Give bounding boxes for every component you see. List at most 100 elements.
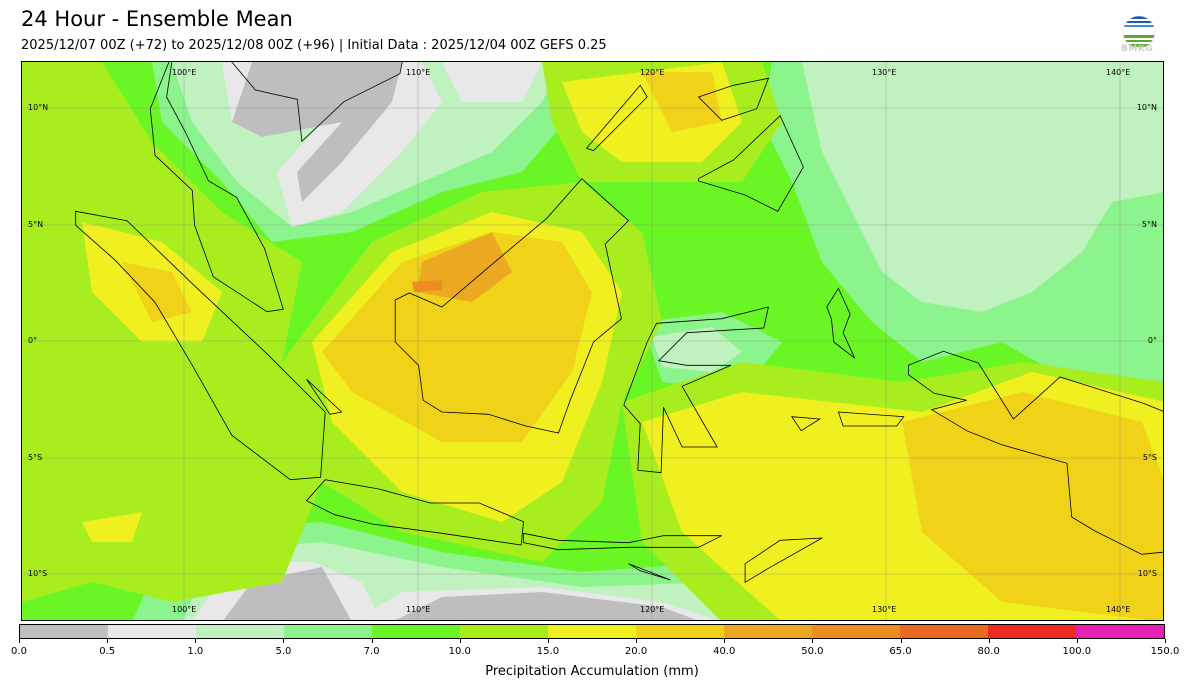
field-1-5 xyxy=(802,62,1163,312)
lon-label-top: 120°E xyxy=(640,68,665,77)
colorbar-tick xyxy=(459,639,461,643)
colorbar-segment xyxy=(988,625,1076,638)
lat-label-left: 0° xyxy=(28,336,38,345)
coastline-bangka xyxy=(306,379,343,415)
precipitation-map: 100°E 110°E 120°E 130°E 140°E 100°E 110°… xyxy=(21,61,1164,621)
gridlines xyxy=(22,62,1163,620)
colorbar-tick xyxy=(107,639,109,643)
colorbar-tick xyxy=(1165,639,1166,643)
colorbar-segment xyxy=(636,625,724,638)
coastline-borneo xyxy=(394,178,630,434)
colorbar-tick-label: 100.0 xyxy=(1062,646,1092,657)
coastline-malay-peninsula xyxy=(149,62,284,313)
colorbar-tick xyxy=(812,639,814,643)
colorbar-segment xyxy=(1076,625,1164,638)
field-15-20 xyxy=(82,512,142,542)
lon-label-bottom: 120°E xyxy=(640,605,665,614)
lon-label-top: 100°E xyxy=(172,68,197,77)
field-20-40 xyxy=(322,232,592,442)
colorbar-tick xyxy=(988,639,990,643)
colorbar-segment xyxy=(900,625,988,638)
colorbar-segment xyxy=(20,625,108,638)
colorbar-tick xyxy=(371,639,373,643)
coastline-java xyxy=(305,479,524,546)
field-1-5 xyxy=(652,327,742,372)
lon-label-top: 130°E xyxy=(872,68,897,77)
colorbar-tick-label: 0.5 xyxy=(99,646,116,657)
coastline-buru xyxy=(791,416,822,432)
lat-label-left: 5°N xyxy=(28,220,44,229)
colorbar-segment xyxy=(812,625,900,638)
colorbar-tick-label: 15.0 xyxy=(536,646,560,657)
logo-text: BMKG xyxy=(1121,44,1154,54)
field-0-0.5 xyxy=(223,567,351,620)
coastline-indochina xyxy=(231,62,403,143)
colorbar-tick-label: 1.0 xyxy=(187,646,204,657)
colorbar-tick-label: 10.0 xyxy=(448,646,471,657)
colorbar-tick-label: 65.0 xyxy=(889,646,912,657)
coastline-lesser-sunda xyxy=(523,532,722,551)
colorbar-tick-label: 7.0 xyxy=(363,646,380,657)
colorbar-tick xyxy=(283,639,285,643)
lat-label-left: 10°N xyxy=(28,103,49,112)
lat-label-left: 10°S xyxy=(28,569,48,578)
colorbar-segment xyxy=(108,625,196,638)
colorbar-tick-label: 50.0 xyxy=(801,646,824,657)
colorbar-tick xyxy=(547,639,549,643)
field-0.5-1 xyxy=(442,62,542,102)
chart-title: 24 Hour - Ensemble Mean xyxy=(21,7,293,31)
colorbar xyxy=(19,624,1165,639)
field-0-0.5 xyxy=(232,62,402,202)
coastlines xyxy=(75,62,1163,584)
lon-label-bottom: 140°E xyxy=(1106,605,1131,614)
colorbar-tick xyxy=(636,639,638,643)
colorbar-segment xyxy=(196,625,284,638)
colorbar-tick-label: 150.0 xyxy=(1150,646,1180,657)
lat-label-right: 10°S xyxy=(1137,569,1157,578)
colorbar-title: Precipitation Accumulation (mm) xyxy=(485,664,699,679)
colorbar-tick-label: 20.0 xyxy=(624,646,648,657)
colorbar-segment xyxy=(372,625,460,638)
lon-label-bottom: 110°E xyxy=(406,605,431,614)
colorbar-tick xyxy=(900,639,902,643)
coastline-visayas xyxy=(697,77,770,121)
colorbar-segment xyxy=(460,625,548,638)
lon-label-bottom: 130°E xyxy=(872,605,897,614)
field-20-40 xyxy=(642,72,722,132)
field-20-40 xyxy=(902,392,1163,620)
colorbar-tick-label: 0.0 xyxy=(11,646,27,657)
colorbar-tick xyxy=(19,639,20,643)
colorbar-tick xyxy=(195,639,197,643)
colorbar-tick xyxy=(724,639,726,643)
coastline-sumba xyxy=(628,563,671,581)
lat-label-left: 5°S xyxy=(28,453,43,462)
lat-label-right: 10°N xyxy=(1136,103,1157,112)
colorbar-tick-label: 40.0 xyxy=(713,646,736,657)
coastline-palawan xyxy=(585,84,648,152)
coastline-sulawesi xyxy=(623,306,769,474)
coastline-seram xyxy=(837,411,905,427)
colorbar-segment xyxy=(284,625,372,638)
lat-label-right: 5°N xyxy=(1141,220,1157,229)
colorbar-tick xyxy=(1076,639,1078,643)
lon-label-top: 140°E xyxy=(1106,68,1131,77)
coastline-mindanao xyxy=(698,115,804,212)
lat-label-right: 0° xyxy=(1147,336,1157,345)
lat-label-right: 5°S xyxy=(1142,453,1157,462)
bmkg-logo xyxy=(1122,15,1156,49)
field-0-0.5 xyxy=(396,592,697,620)
coastline-halmahera xyxy=(826,287,856,359)
colorbar-segment xyxy=(724,625,812,638)
colorbar-segment xyxy=(548,625,636,638)
lon-label-bottom: 100°E xyxy=(172,605,197,614)
colorbar-tick-label: 80.0 xyxy=(977,646,1000,657)
coastline-new-guinea xyxy=(908,350,1163,555)
field-50-65 xyxy=(412,280,442,292)
coastline-sumatra xyxy=(75,210,326,481)
coastline-timor xyxy=(744,537,823,584)
lon-label-top: 110°E xyxy=(406,68,431,77)
chart-subtitle: 2025/12/07 00Z (+72) to 2025/12/08 00Z (… xyxy=(21,38,607,53)
field-20-40 xyxy=(122,262,192,322)
colorbar-tick-label: 5.0 xyxy=(275,646,292,657)
map-canvas xyxy=(22,62,1163,620)
